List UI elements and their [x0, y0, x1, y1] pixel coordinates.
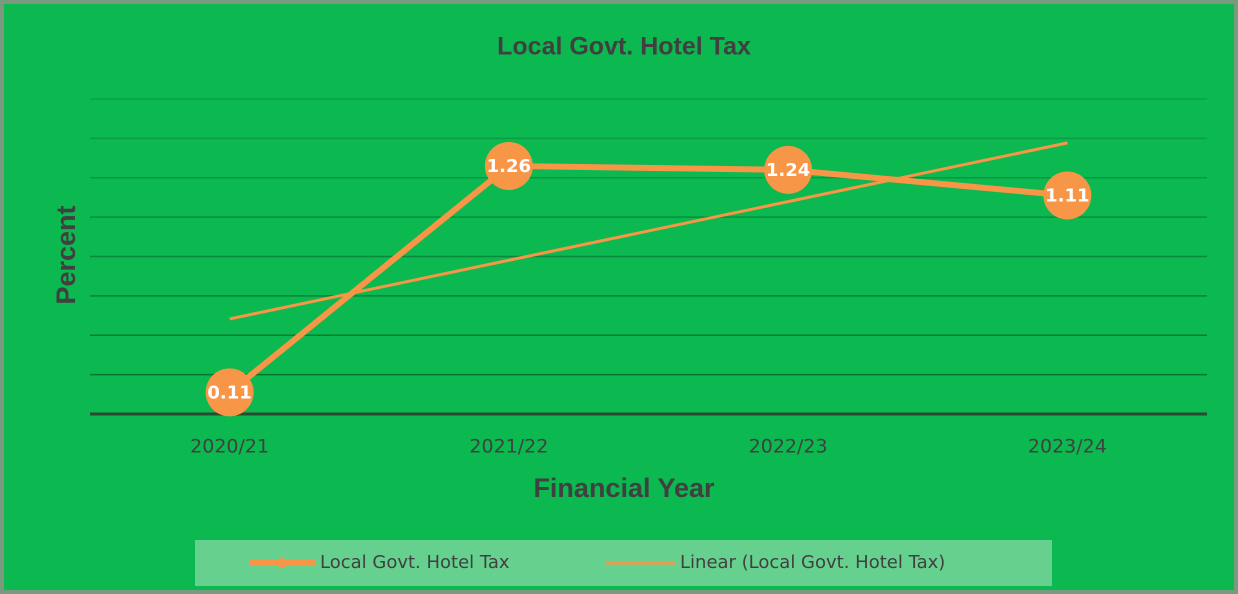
x-tick-label: 2023/24	[1028, 436, 1107, 458]
x-tick-label: 2021/22	[469, 436, 548, 458]
legend-marker	[277, 558, 287, 568]
data-label: 1.11	[1045, 185, 1089, 206]
data-label: 0.11	[207, 382, 251, 403]
legend-label: Local Govt. Hotel Tax	[320, 552, 510, 573]
data-point	[205, 368, 254, 417]
y-axis-title: Percent	[51, 205, 81, 304]
trendline	[229, 141, 1068, 321]
data-point	[764, 145, 813, 194]
data-label: 1.26	[487, 156, 531, 177]
data-point	[1043, 171, 1092, 220]
x-axis-title: Financial Year	[533, 473, 715, 503]
data-line	[227, 162, 1068, 395]
chart-title: Local Govt. Hotel Tax	[497, 33, 751, 61]
x-tick-label: 2022/23	[749, 436, 828, 458]
data-label: 1.24	[766, 160, 810, 181]
legend-label: Linear (Local Govt. Hotel Tax)	[680, 552, 945, 573]
x-tick-label: 2020/21	[190, 436, 269, 458]
data-point	[484, 141, 533, 190]
